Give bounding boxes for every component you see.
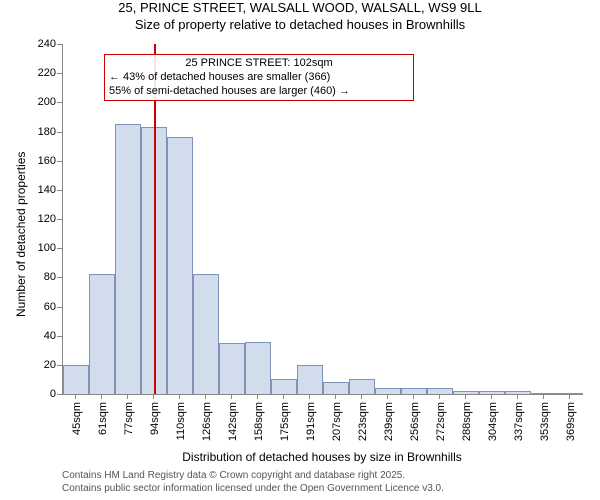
y-tick — [57, 132, 62, 133]
y-tick — [57, 365, 62, 366]
x-tick-label: 369sqm — [565, 402, 577, 441]
y-tick — [57, 219, 62, 220]
x-tick-label: 158sqm — [253, 402, 265, 441]
x-tick — [283, 394, 284, 399]
annotation-line-2: ← 43% of detached houses are smaller (36… — [109, 71, 409, 85]
histogram-bar — [219, 343, 245, 394]
x-tick — [517, 394, 518, 399]
histogram-bar — [323, 382, 349, 394]
x-tick — [439, 394, 440, 399]
x-tick — [153, 394, 154, 399]
x-tick — [543, 394, 544, 399]
x-tick — [101, 394, 102, 399]
x-axis-label: Distribution of detached houses by size … — [62, 450, 582, 464]
y-tick-label: 40 — [28, 330, 56, 342]
x-tick — [257, 394, 258, 399]
annotation-box: 25 PRINCE STREET: 102sqm ← 43% of detach… — [104, 54, 414, 101]
y-tick-label: 120 — [28, 213, 56, 225]
x-tick-label: 142sqm — [227, 402, 239, 441]
x-tick — [179, 394, 180, 399]
y-tick-label: 0 — [28, 388, 56, 400]
histogram-bar — [271, 379, 297, 394]
y-tick — [57, 336, 62, 337]
x-tick-label: 272sqm — [435, 402, 447, 441]
y-tick-label: 200 — [28, 96, 56, 108]
title-line-1: 25, PRINCE STREET, WALSALL WOOD, WALSALL… — [0, 0, 600, 17]
x-tick — [361, 394, 362, 399]
x-tick-label: 304sqm — [487, 402, 499, 441]
y-tick-label: 240 — [28, 38, 56, 50]
histogram-bar — [453, 391, 479, 394]
histogram-bar — [167, 137, 193, 394]
x-tick-label: 110sqm — [175, 402, 187, 440]
y-tick-label: 100 — [28, 242, 56, 254]
histogram-bar — [193, 274, 219, 394]
y-tick — [57, 277, 62, 278]
x-tick — [127, 394, 128, 399]
footnote-line-2: Contains public sector information licen… — [62, 483, 444, 494]
histogram-bar — [349, 379, 375, 394]
x-tick-label: 61sqm — [97, 402, 109, 435]
histogram-bar — [479, 391, 505, 394]
histogram-bar — [401, 388, 427, 394]
title-line-2: Size of property relative to detached ho… — [0, 17, 600, 34]
y-tick-label: 80 — [28, 271, 56, 283]
histogram-bar — [505, 391, 531, 394]
chart-container: 25, PRINCE STREET, WALSALL WOOD, WALSALL… — [0, 0, 600, 500]
x-tick-label: 256sqm — [409, 402, 421, 441]
y-tick — [57, 161, 62, 162]
y-tick-label: 20 — [28, 359, 56, 371]
chart-title: 25, PRINCE STREET, WALSALL WOOD, WALSALL… — [0, 0, 600, 34]
x-tick-label: 45sqm — [71, 402, 83, 435]
x-tick-label: 126sqm — [201, 402, 213, 441]
y-axis-label: Number of detached properties — [14, 152, 28, 317]
histogram-bar — [63, 365, 89, 394]
histogram-bar — [115, 124, 141, 394]
histogram-bar — [245, 342, 271, 395]
x-tick — [309, 394, 310, 399]
x-tick-label: 239sqm — [383, 402, 395, 441]
x-tick-label: 207sqm — [331, 402, 343, 441]
y-tick — [57, 190, 62, 191]
x-tick — [205, 394, 206, 399]
histogram-bar — [89, 274, 115, 394]
x-tick-label: 94sqm — [149, 402, 161, 435]
x-tick-label: 288sqm — [461, 402, 473, 441]
x-tick-label: 175sqm — [279, 402, 291, 441]
x-tick-label: 77sqm — [123, 402, 135, 435]
x-tick — [413, 394, 414, 399]
x-tick — [231, 394, 232, 399]
histogram-bar — [297, 365, 323, 394]
x-tick-label: 191sqm — [305, 402, 317, 441]
y-tick — [57, 394, 62, 395]
x-tick-label: 223sqm — [357, 402, 369, 441]
x-tick — [569, 394, 570, 399]
histogram-bar — [427, 388, 453, 394]
x-tick — [465, 394, 466, 399]
y-tick — [57, 44, 62, 45]
y-tick — [57, 73, 62, 74]
y-tick-label: 60 — [28, 301, 56, 313]
x-tick — [75, 394, 76, 399]
y-tick-label: 140 — [28, 184, 56, 196]
footnote-line-1: Contains HM Land Registry data © Crown c… — [62, 470, 405, 481]
x-tick — [491, 394, 492, 399]
histogram-bar — [375, 388, 401, 394]
x-tick — [387, 394, 388, 399]
annotation-line-1: 25 PRINCE STREET: 102sqm — [109, 57, 409, 71]
x-tick — [335, 394, 336, 399]
histogram-bar — [531, 393, 557, 394]
histogram-bar — [557, 393, 583, 394]
y-tick — [57, 307, 62, 308]
y-tick-label: 180 — [28, 126, 56, 138]
x-tick-label: 337sqm — [513, 402, 525, 441]
annotation-line-3: 55% of semi-detached houses are larger (… — [109, 85, 409, 99]
y-tick-label: 160 — [28, 155, 56, 167]
x-tick-label: 353sqm — [539, 402, 551, 441]
y-tick — [57, 102, 62, 103]
y-tick-label: 220 — [28, 67, 56, 79]
y-tick — [57, 248, 62, 249]
